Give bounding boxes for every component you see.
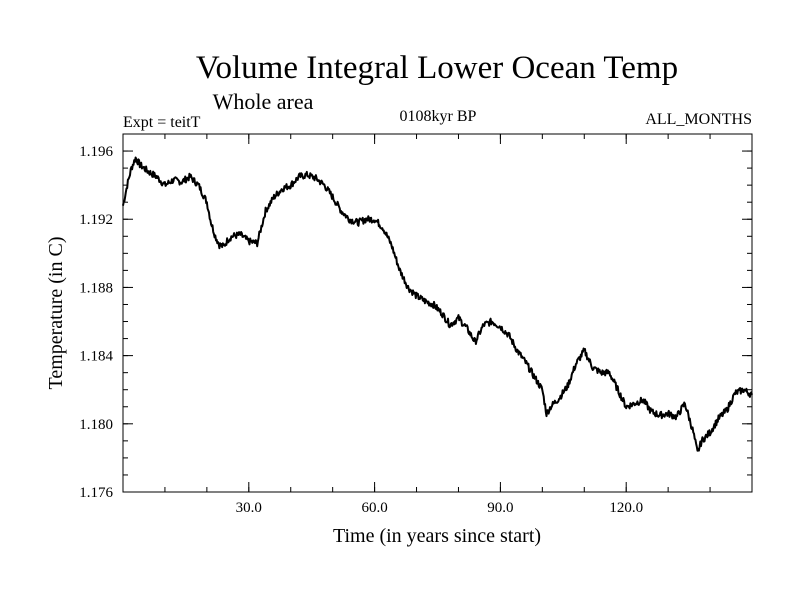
y-tick-label: 1.184 xyxy=(79,349,113,365)
y-tick-label: 1.192 xyxy=(79,212,113,228)
y-tick-label: 1.180 xyxy=(79,417,113,433)
y-tick-label: 1.176 xyxy=(79,485,113,501)
x-axis: 30.0 60.0 90.0 120.0 xyxy=(164,134,711,516)
x-tick-label: 90.0 xyxy=(487,500,513,516)
y-axis: 1.176 1.180 1.184 1.188 1.192 1.196 xyxy=(79,144,752,501)
months-label: ALL_MONTHS xyxy=(645,111,752,128)
x-tick-label: 60.0 xyxy=(361,500,387,516)
y-tick-label: 1.196 xyxy=(79,144,113,160)
x-tick-label: 30.0 xyxy=(236,500,262,516)
chart-subtitle: Whole area xyxy=(213,89,314,114)
y-tick-label: 1.188 xyxy=(79,280,113,296)
period-label: 0108kyr BP xyxy=(400,108,477,125)
y-axis-label: Temperature (in C) xyxy=(45,237,67,390)
x-axis-label: Time (in years since start) xyxy=(333,525,541,547)
chart-title: Volume Integral Lower Ocean Temp xyxy=(196,50,678,86)
x-tick-label: 120.0 xyxy=(609,500,643,516)
plot-frame xyxy=(122,133,753,493)
plot-area xyxy=(122,133,753,493)
series-line xyxy=(122,156,753,452)
expt-label: Expt = teitT xyxy=(123,114,201,131)
